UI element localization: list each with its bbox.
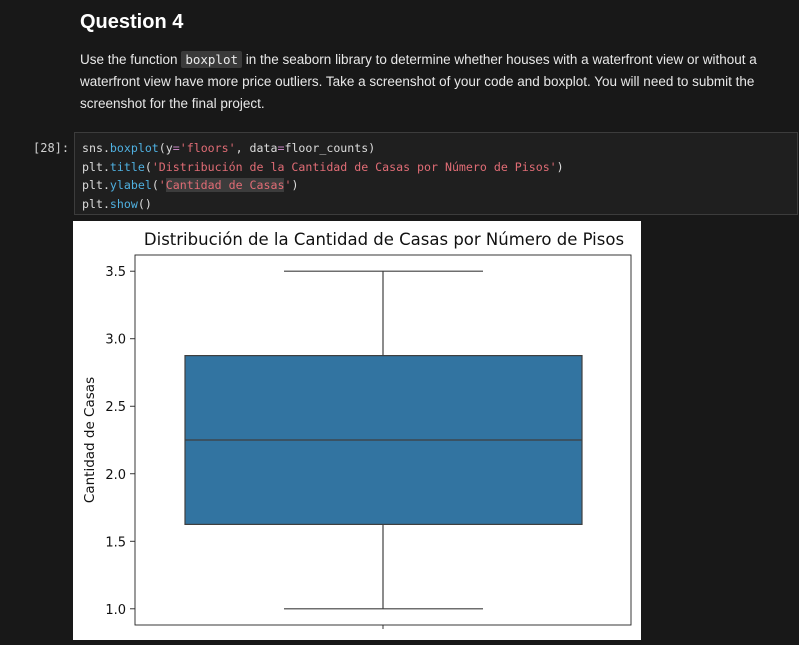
code-editor[interactable]: sns.boxplot(y='floors', data=floor_count… [82,139,564,213]
y-tick-label: 1.5 [105,535,126,550]
plot-output: Distribución de la Cantidad de Casas por… [73,221,641,640]
code-line-3: plt.ylabel('Cantidad de Casas') [82,178,299,192]
boxplot-chart: Distribución de la Cantidad de Casas por… [82,230,632,629]
box-group [184,270,583,610]
y-axis-label: Cantidad de Casas [82,377,98,503]
code-cell[interactable]: sns.boxplot(y='floors', data=floor_count… [74,132,798,215]
y-tick-label: 2.5 [105,400,126,415]
question-heading: Question 4 [80,11,184,33]
question-text-end: in the seaborn library to determine whet… [80,52,757,111]
code-line-1: sns.boxplot(y='floors', data=floor_count… [82,141,376,155]
inline-code-boxplot: boxplot [181,51,242,68]
execution-prompt: [28]: [33,141,70,155]
code-line-2: plt.title('Distribución de la Cantidad d… [82,159,564,174]
y-axis: 1.0 1.5 2.0 2.5 3.0 3.5 [105,265,135,618]
y-tick-label: 1.0 [105,603,126,618]
y-tick-label: 3.5 [105,265,126,280]
y-tick-label: 3.0 [105,333,126,348]
chart-title: Distribución de la Cantidad de Casas por… [144,230,624,249]
code-line-4: plt.show() [82,196,152,211]
question-text-start: Use the function [80,52,182,67]
y-tick-label: 2.0 [105,468,126,483]
question-text: Use the function boxplot in the seaborn … [80,49,785,115]
